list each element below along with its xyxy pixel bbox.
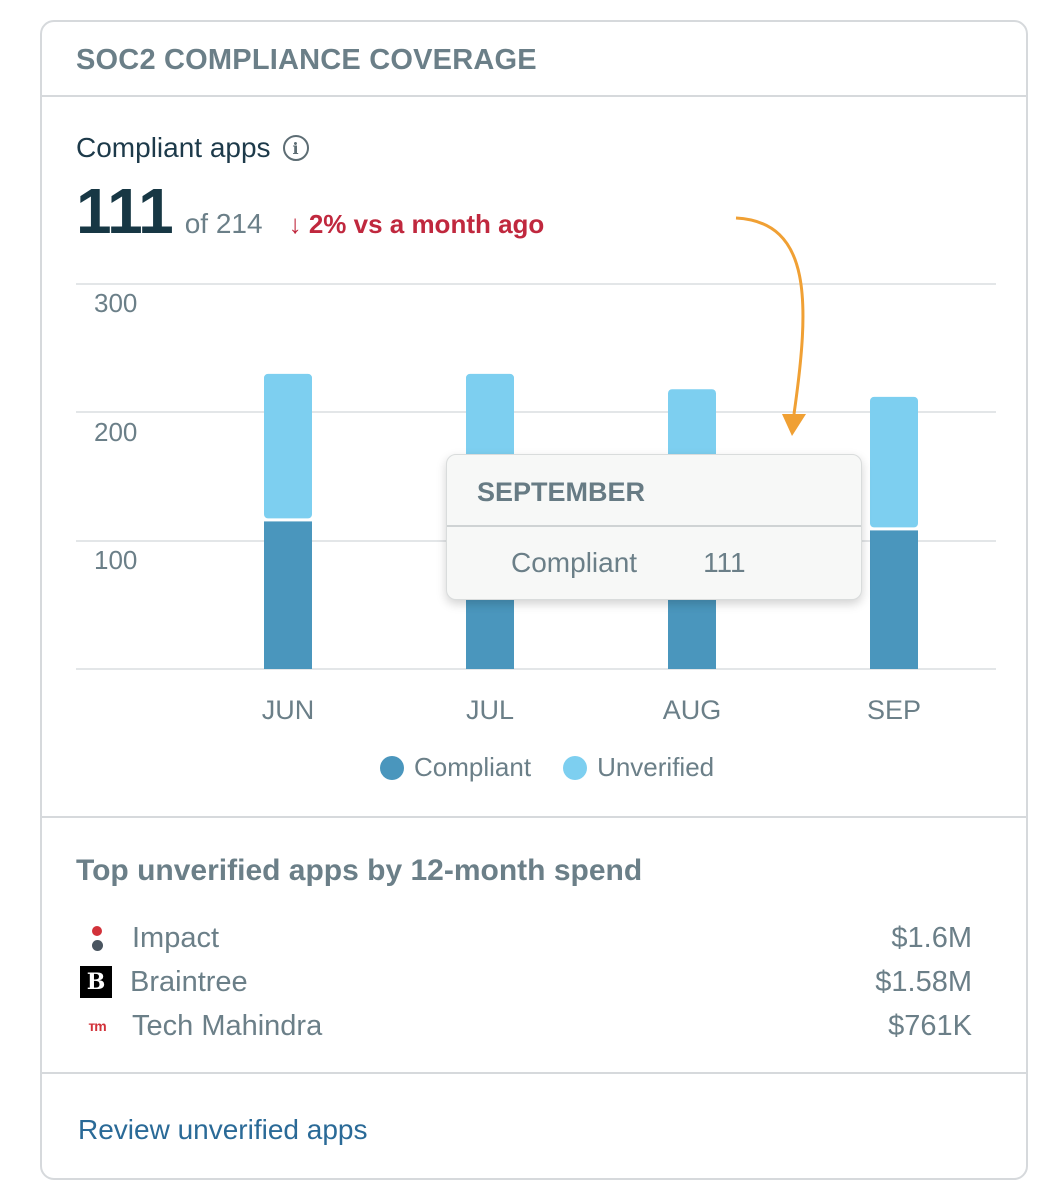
tooltip-label: Compliant xyxy=(511,547,638,578)
tooltip-row: Compliant 111 xyxy=(447,527,861,579)
x-tick-jun: JUN xyxy=(262,695,315,722)
app-name: Braintree xyxy=(130,965,248,998)
legend-item-compliant[interactable]: Compliant xyxy=(380,752,531,783)
app-spend: $1.6M xyxy=(891,921,972,954)
card-title: SOC2 COMPLIANCE COVERAGE xyxy=(76,44,537,76)
legend-label-compliant: Compliant xyxy=(414,752,532,782)
metric-change-text: 2% vs a month ago xyxy=(308,209,545,239)
arrow-down-icon: ↓ xyxy=(288,209,302,239)
metric-label: Compliant apps i xyxy=(76,132,309,164)
tech-mahindra-logo-icon: ᴛm xyxy=(88,1018,106,1034)
stacked-bar-chart: 300 200 100 JUN JUL AUG SEP xyxy=(76,216,996,722)
app-row-tech-mahindra[interactable]: ᴛm Tech Mahindra $761K xyxy=(80,1004,972,1048)
tooltip-title: SEPTEMBER xyxy=(447,455,861,527)
y-tick-300: 300 xyxy=(94,288,137,318)
tooltip-value: 111 xyxy=(703,547,746,578)
app-name: Tech Mahindra xyxy=(132,1009,323,1042)
x-tick-aug: AUG xyxy=(663,695,722,722)
app-name: Impact xyxy=(132,921,220,954)
legend-item-unverified[interactable]: Unverified xyxy=(563,752,714,783)
y-tick-100: 100 xyxy=(94,545,137,575)
metric-of-total: of 214 xyxy=(184,208,263,239)
legend-dot-compliant xyxy=(380,755,404,780)
bar-unverified-sep[interactable] xyxy=(870,396,918,528)
bar-compliant-sep[interactable] xyxy=(870,530,918,669)
impact-logo-icon xyxy=(80,921,114,955)
y-tick-200: 200 xyxy=(94,417,137,447)
app-row-impact[interactable]: Impact $1.6M xyxy=(80,916,972,960)
section-divider xyxy=(42,816,1026,818)
braintree-logo-icon: B xyxy=(80,966,112,998)
card-header: SOC2 COMPLIANCE COVERAGE xyxy=(42,22,1026,97)
bar-compliant-jun[interactable] xyxy=(264,521,312,669)
x-tick-jul: JUL xyxy=(466,695,514,722)
top-apps-list: Impact $1.6M B Braintree $1.58M ᴛm Tech … xyxy=(80,916,972,1048)
x-tick-sep: SEP xyxy=(867,695,921,722)
metric-value: 111 xyxy=(76,175,174,247)
metric-change: ↓ 2% vs a month ago xyxy=(289,209,545,240)
annotation-arrow-head xyxy=(782,414,806,436)
app-row-braintree[interactable]: B Braintree $1.58M xyxy=(80,960,972,1004)
review-unverified-apps-link[interactable]: Review unverified apps xyxy=(78,1114,368,1145)
metric-label-text: Compliant apps xyxy=(76,132,271,163)
legend-label-unverified: Unverified xyxy=(597,752,715,782)
chart-tooltip: SEPTEMBER Compliant 111 xyxy=(446,454,862,600)
footer-divider xyxy=(42,1072,1026,1074)
app-spend: $1.58M xyxy=(875,965,972,998)
info-icon[interactable]: i xyxy=(282,135,309,161)
chart-legend: Compliant Unverified xyxy=(380,752,746,783)
legend-dot-unverified xyxy=(563,755,588,780)
metric-row: 111 of 214 ↓ 2% vs a month ago xyxy=(76,174,544,248)
annotation-arrow xyxy=(735,216,805,415)
soc2-compliance-card: SOC2 COMPLIANCE COVERAGE Compliant apps … xyxy=(40,20,1028,1180)
top-apps-title: Top unverified apps by 12-month spend xyxy=(76,854,643,887)
bar-unverified-jun[interactable] xyxy=(264,373,312,519)
app-spend: $761K xyxy=(888,1009,972,1042)
